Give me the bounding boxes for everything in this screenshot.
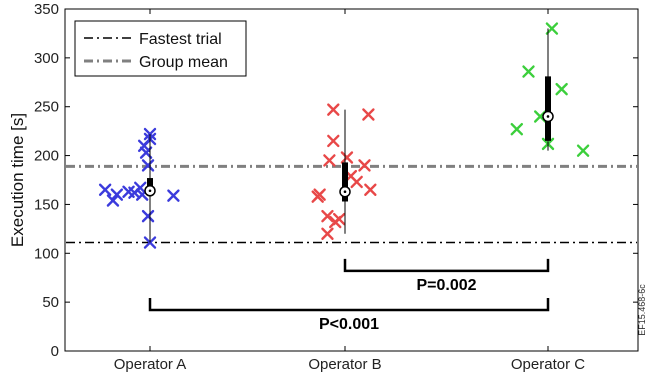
data-point [332,212,346,226]
data-point-stroke [110,188,124,201]
data-point [327,103,340,116]
y-tick-label: 100 [34,245,59,262]
data-point-stroke [350,175,363,189]
significance-bracket-line [343,258,550,273]
legend-fastest-trial-label: Fastest trial [139,31,222,48]
significance-bracket-line [148,297,550,312]
data-point [139,146,153,159]
significance-label: P<0.001 [319,316,379,333]
y-tick-label: 0 [51,343,59,360]
y-axis-label: Execution time [s] [8,113,27,247]
data-point-stroke [321,209,334,223]
y-tick-label: 200 [34,148,59,165]
significance-bracket: P=0.002 [343,258,550,294]
data-point [364,183,377,196]
data-point-stroke [327,134,340,148]
data-point-stroke [141,159,155,172]
chart-marks: P=0.002 P<0.001 [66,22,637,333]
data-point-stroke [362,108,375,121]
data-point-stroke [141,209,155,223]
data-point-stroke [106,194,120,207]
data-point-stroke [122,185,135,198]
box-median-dot [343,190,347,194]
data-point-stroke [327,103,340,116]
data-point-stroke [364,183,377,196]
legend-group-mean-label: Group mean [139,54,228,71]
x-tick-label: Operator B [308,356,381,373]
data-point-stroke [340,151,354,164]
y-tick-label: 300 [34,50,59,67]
y-tick-label: 350 [34,1,59,18]
data-point [98,183,112,196]
data-point [323,154,336,167]
data-point-stroke [134,181,147,195]
data-point-stroke [358,159,371,172]
y-tick-label: 250 [34,99,59,116]
data-point-stroke [555,82,568,96]
legend-box [74,20,247,77]
data-point [555,82,568,96]
data-point [141,159,155,172]
data-point-stroke [313,188,326,201]
data-point-stroke [139,146,153,159]
figure-id-label: EF15.468-6c [637,284,647,336]
data-point [167,189,180,202]
data-point [362,108,375,121]
data-point [340,151,354,164]
y-axis: 0 50 100 150 200 250 300 350 [34,1,638,360]
plot-frame [64,8,639,352]
data-point-stroke [323,154,336,167]
data-point [321,227,334,240]
legend: Fastest trial Group mean [74,20,247,77]
data-point [321,209,334,223]
y-tick-label: 150 [34,196,59,213]
data-point [510,122,523,136]
data-point [313,188,326,201]
data-point-stroke [545,22,559,35]
data-point [134,181,147,195]
y-tick-label: 50 [42,294,59,311]
data-point-stroke [332,212,346,226]
data-point [327,134,340,148]
x-axis: Operator A Operator B Operator C [114,9,585,373]
x-tick-label: Operator C [511,356,585,373]
data-point-stroke [167,189,180,202]
data-point [576,144,590,157]
data-point [106,194,120,207]
significance-bracket: P<0.001 [148,297,550,333]
data-point-stroke [98,183,112,196]
significance-label: P=0.002 [416,277,476,294]
data-point [110,188,124,201]
data-point [350,175,363,189]
data-point [141,209,155,223]
box-median-dot [148,189,152,193]
data-point-stroke [522,65,535,78]
x-tick-label: Operator A [114,356,187,373]
data-point-stroke [576,144,590,157]
data-point [522,65,535,78]
data-point-stroke [510,122,523,136]
data-point [545,22,559,35]
data-point [358,159,371,172]
box-median-dot [546,115,550,118]
data-point-stroke [321,227,334,240]
